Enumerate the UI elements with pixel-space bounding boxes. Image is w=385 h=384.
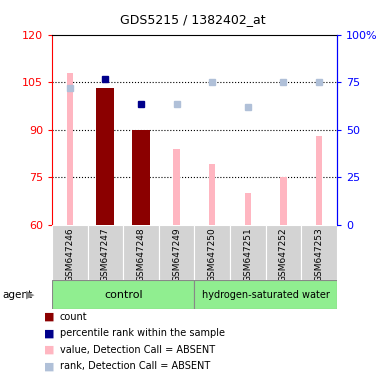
Text: ■: ■ — [44, 312, 55, 322]
Text: GDS5215 / 1382402_at: GDS5215 / 1382402_at — [120, 13, 265, 26]
Bar — [52, 225, 88, 280]
Text: rank, Detection Call = ABSENT: rank, Detection Call = ABSENT — [60, 361, 210, 371]
Bar — [194, 225, 230, 280]
Text: percentile rank within the sample: percentile rank within the sample — [60, 328, 225, 338]
Text: hydrogen-saturated water: hydrogen-saturated water — [202, 290, 330, 300]
Text: GSM647252: GSM647252 — [279, 227, 288, 282]
Text: GSM647248: GSM647248 — [137, 227, 146, 282]
Text: ■: ■ — [44, 361, 55, 371]
Text: GSM647250: GSM647250 — [208, 227, 217, 282]
Text: GSM647247: GSM647247 — [101, 227, 110, 282]
Text: GSM647246: GSM647246 — [65, 227, 74, 282]
Bar — [132, 130, 150, 225]
Text: GSM647253: GSM647253 — [315, 227, 323, 282]
Bar — [67, 73, 73, 225]
Text: value, Detection Call = ABSENT: value, Detection Call = ABSENT — [60, 345, 215, 355]
Text: ▶: ▶ — [26, 290, 35, 300]
Bar — [316, 136, 322, 225]
Text: count: count — [60, 312, 87, 322]
Bar — [88, 225, 123, 280]
Text: ■: ■ — [44, 328, 55, 338]
Bar — [159, 225, 194, 280]
Bar — [123, 225, 159, 280]
Bar — [280, 177, 287, 225]
Bar — [244, 193, 251, 225]
Bar — [52, 280, 194, 309]
Text: control: control — [104, 290, 142, 300]
Bar — [194, 280, 337, 309]
Text: GSM647249: GSM647249 — [172, 227, 181, 282]
Text: agent: agent — [2, 290, 32, 300]
Bar — [97, 88, 114, 225]
Text: GSM647251: GSM647251 — [243, 227, 252, 282]
Bar — [301, 225, 337, 280]
Bar — [209, 164, 216, 225]
Bar — [230, 225, 266, 280]
Bar — [266, 225, 301, 280]
Text: ■: ■ — [44, 345, 55, 355]
Bar — [173, 149, 180, 225]
